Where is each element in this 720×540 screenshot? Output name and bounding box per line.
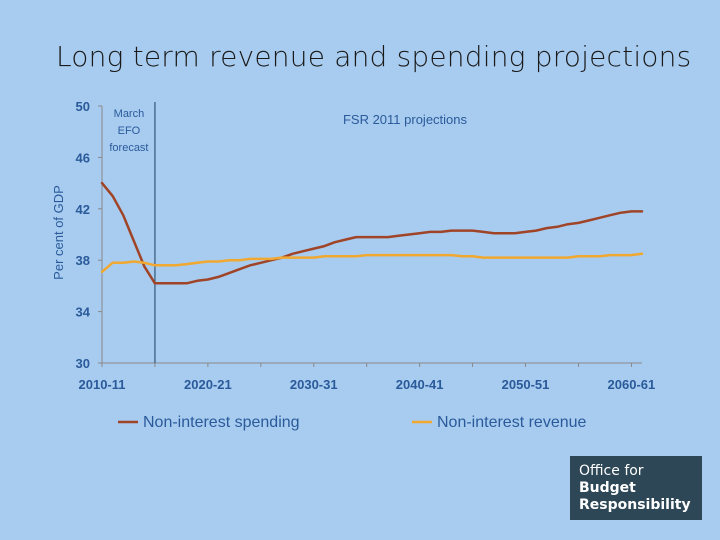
y-tick-label: 34	[76, 305, 91, 320]
series-line-spending	[100, 181, 644, 285]
x-tick-label: 2020-21	[184, 377, 232, 392]
x-tick-label: 2010-11	[79, 377, 126, 392]
x-tick-label: 2030-31	[290, 377, 338, 392]
annotation-fsr: FSR 2011 projections	[343, 112, 468, 127]
legend-label: Non-interest revenue	[437, 414, 587, 431]
y-tick-label: 30	[76, 356, 90, 371]
logo-line-2: Budget	[579, 480, 636, 496]
y-tick-label: 50	[76, 99, 90, 114]
y-tick-label: 42	[76, 202, 90, 217]
slide-title: Long term revenue and spending projectio…	[56, 40, 692, 73]
y-tick-label: 46	[76, 150, 90, 165]
logo-line-3: Responsibility	[579, 497, 691, 513]
series-line-revenue	[100, 252, 644, 274]
x-tick-label: 2040-41	[396, 377, 444, 392]
annotation-efo-line: forecast	[109, 142, 148, 154]
annotation-efo-line: EFO	[118, 125, 141, 137]
legend-label: Non-interest spending	[143, 414, 300, 431]
obr-logo: Office for Budget Responsibility	[570, 456, 702, 520]
logo-line-1: Office for	[579, 463, 644, 479]
x-tick-label: 2050-51	[502, 377, 550, 392]
x-tick-label: 2060-61	[608, 377, 656, 392]
y-tick-label: 38	[76, 253, 90, 268]
y-axis-label: Per cent of GDP	[51, 185, 66, 280]
annotation-efo-line: March	[114, 108, 145, 120]
